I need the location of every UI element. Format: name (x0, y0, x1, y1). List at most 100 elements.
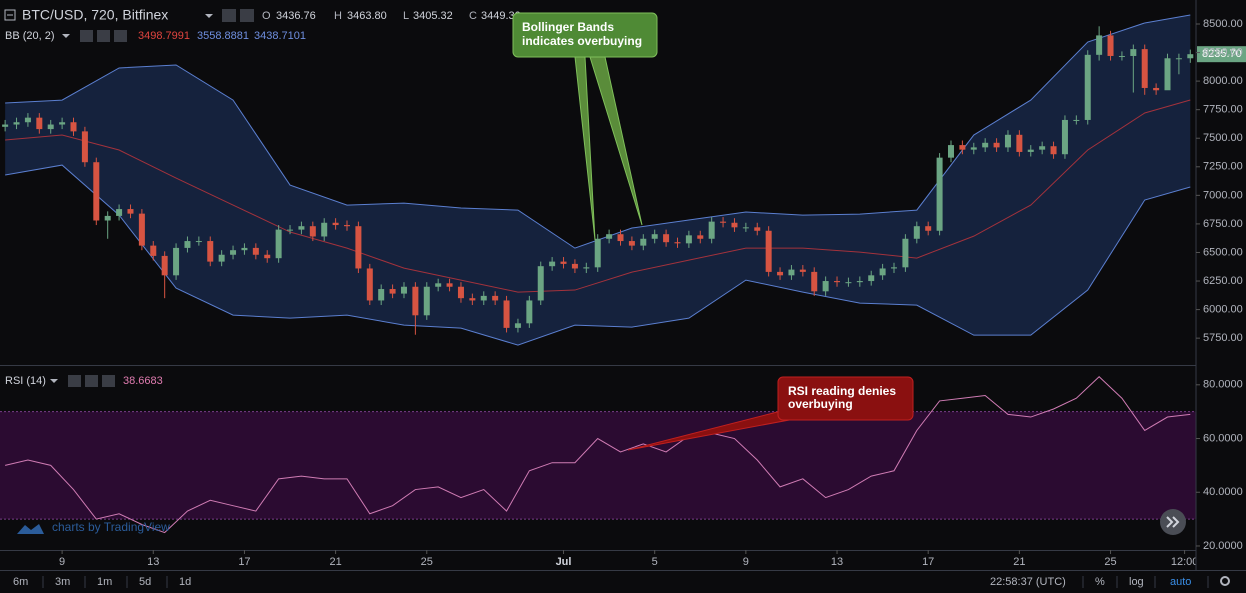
candle-body (822, 281, 829, 292)
candle-body (1096, 35, 1103, 55)
toggle[interactable]: log (1129, 576, 1144, 588)
symbol-title: BTC/USD, 720, Bitfinex (22, 7, 168, 23)
dropdown[interactable] (62, 34, 70, 38)
toggle[interactable]: auto (1170, 576, 1191, 588)
toggle[interactable]: % (1095, 576, 1105, 588)
icon-button[interactable] (114, 30, 127, 42)
candle-body (218, 254, 225, 262)
candle-body (127, 209, 134, 214)
candle-body (275, 229, 282, 259)
candle-body (1050, 146, 1057, 155)
candle-body (2, 124, 9, 127)
candle-body (332, 222, 339, 226)
candle-body (457, 286, 464, 299)
clock: 22:58:37 (UTC) (990, 576, 1066, 588)
ohlc-value: 3449.30 (481, 10, 521, 22)
collapse-icon[interactable] (4, 9, 16, 21)
icon-button[interactable] (102, 375, 115, 387)
settings-icon[interactable] (1220, 576, 1230, 586)
candle-body (1153, 87, 1160, 91)
candle-body (811, 271, 818, 292)
candle-body (389, 289, 396, 294)
ohlc-key: C (469, 10, 477, 22)
candle-body (264, 254, 271, 259)
candle-body (708, 221, 715, 239)
candle-body (571, 263, 578, 269)
candle-body (480, 295, 487, 301)
candle-body (435, 283, 442, 287)
bb-value: 3558.8881 (197, 30, 249, 42)
candle-body (1118, 55, 1125, 57)
icon-button[interactable] (97, 30, 110, 42)
candle-body (138, 213, 145, 246)
bb-value: 3438.7101 (254, 30, 306, 42)
candle-body (70, 122, 77, 132)
candle-body (526, 300, 533, 324)
x-tick-label: 9 (59, 556, 65, 568)
candle-body (252, 247, 259, 255)
rsi-value: 38.6683 (123, 375, 163, 387)
y-tick-label: 8500.00 (1203, 18, 1243, 30)
x-tick-label: 17 (238, 556, 250, 568)
candle-body (36, 117, 43, 130)
candle-body (81, 131, 88, 163)
ohlc-key: O (262, 10, 271, 22)
ohlc-key: L (403, 10, 409, 22)
candle-body (970, 147, 977, 150)
icon-button[interactable] (80, 30, 93, 42)
y-tick-label: 7750.00 (1203, 104, 1243, 116)
candle-body (982, 142, 989, 148)
icon-button[interactable] (222, 9, 236, 22)
candle-body (1164, 58, 1171, 91)
candle-body (993, 142, 1000, 148)
dropdown[interactable] (205, 14, 213, 18)
y-tick-label: 6250.00 (1203, 275, 1243, 287)
x-tick-label: 9 (743, 556, 749, 568)
range-button[interactable]: 1m (97, 576, 112, 588)
candle-body (845, 282, 852, 284)
icon-button[interactable] (85, 375, 98, 387)
candle-body (104, 215, 111, 221)
range-button[interactable]: 1d (179, 576, 191, 588)
x-tick-label: 5 (652, 556, 658, 568)
candle-body (93, 162, 100, 221)
range-button[interactable]: 3m (55, 576, 70, 588)
y-tick-label: 80.0000 (1203, 379, 1243, 391)
candle-body (207, 241, 214, 262)
candle-body (560, 261, 567, 264)
icon-button[interactable] (240, 9, 254, 22)
candle-body (925, 226, 932, 231)
candle-body (617, 234, 624, 242)
candle-body (1107, 35, 1114, 56)
x-tick-label: 13 (147, 556, 159, 568)
candle-body (879, 268, 886, 276)
candle-body (959, 145, 966, 150)
callout-text: indicates overbuying (522, 34, 642, 48)
candle-body (412, 286, 419, 316)
rsi-legend-title: RSI (14) (5, 375, 46, 387)
candle-body (731, 222, 738, 228)
candle-body (366, 268, 373, 301)
y-tick-label: 40.0000 (1203, 486, 1243, 498)
x-tick-label: 12:00 (1171, 556, 1199, 568)
candle-body (788, 269, 795, 276)
candle-body (537, 266, 544, 301)
range-button[interactable]: 6m (13, 576, 28, 588)
candle-body (355, 226, 362, 269)
icon-button[interactable] (68, 375, 81, 387)
candle-body (674, 242, 681, 244)
dropdown[interactable] (50, 379, 58, 383)
watermark: charts by TradingView (52, 520, 170, 534)
band-fill (5, 14, 1191, 346)
band-lower (5, 164, 1191, 346)
candle-body (606, 234, 613, 239)
candle-body (446, 283, 453, 287)
candle-body (1175, 58, 1182, 60)
candle-body (514, 323, 521, 328)
candle-body (378, 289, 385, 301)
range-button[interactable]: 5d (139, 576, 151, 588)
candle-body (936, 157, 943, 231)
x-tick-label: 13 (831, 556, 843, 568)
ohlc-value: 3405.32 (413, 10, 453, 22)
